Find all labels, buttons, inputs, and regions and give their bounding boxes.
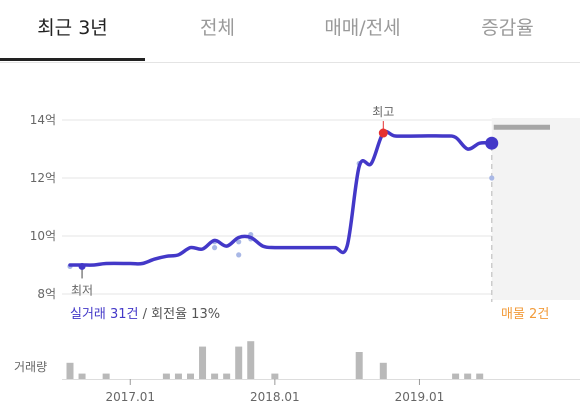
trade-count-text: 실거래 31건 (70, 307, 139, 322)
volume-bar (162, 373, 170, 379)
volume-bar (355, 352, 363, 379)
volume-bar (223, 373, 231, 379)
x-tick-label: 2019.01 (395, 390, 445, 404)
trade-count-legend: 실거래 31건 / 회전율 13% (70, 307, 220, 322)
tab-sale-lease[interactable]: 매매/전세 (324, 17, 401, 39)
y-tick-label: 14억 (30, 113, 56, 127)
chart-markers: 최저 최고 (71, 105, 499, 297)
y-axis: 14억 12억 10억 8억 (30, 113, 56, 301)
trade-point (236, 239, 242, 245)
volume-bar (271, 373, 279, 379)
trade-point (212, 245, 218, 251)
volume-bar (211, 373, 219, 379)
volume-bar (379, 362, 387, 379)
volume-bar (235, 346, 243, 379)
current-price-marker[interactable] (485, 136, 499, 150)
high-point-label: 최고 (372, 105, 394, 119)
trade-points (67, 160, 495, 270)
trade-point (236, 252, 242, 258)
y-tick-label: 12억 (30, 171, 56, 185)
price-chart[interactable]: 최저 최고 14억 12억 10억 8억 실거래 31건 / 회전율 13% 매물 2건… (0, 62, 580, 420)
period-tab-bar: 최근 3년 전체 매매/전세 증감율 (0, 0, 580, 63)
listing-zone (491, 118, 580, 300)
volume-bar (452, 373, 460, 379)
tab-change-rate[interactable]: 증감율 (481, 17, 534, 39)
volume-bar (102, 373, 110, 379)
volume-bars (62, 341, 580, 380)
y-tick-label: 10억 (30, 229, 56, 243)
volume-bar (476, 373, 484, 379)
y-tick-label: 8억 (37, 287, 56, 301)
low-point-marker (78, 262, 86, 270)
volume-bar (247, 341, 255, 379)
listing-area (491, 118, 580, 302)
tab-recent-3-years[interactable]: 최근 3년 (0, 0, 145, 61)
high-point-marker (378, 128, 388, 138)
low-point-label: 최저 (71, 283, 93, 297)
volume-label: 거래량 (14, 360, 47, 374)
trade-point (489, 175, 495, 181)
turnover-rate-text: / 회전율 13% (139, 307, 221, 322)
tab-all[interactable]: 전체 (200, 17, 235, 39)
x-axis: 2017.01 2018.01 2019.01 (105, 379, 444, 404)
volume-bar (464, 373, 472, 379)
volume-bar (66, 362, 74, 379)
x-tick-label: 2017.01 (105, 390, 155, 404)
listing-count-label[interactable]: 매물 2건 (501, 307, 549, 322)
volume-bar (78, 373, 86, 379)
x-tick-label: 2018.01 (250, 390, 300, 404)
volume-bar (187, 373, 194, 379)
volume-bar (174, 373, 182, 379)
volume-bar (199, 346, 207, 379)
price-trend-line (68, 129, 494, 267)
